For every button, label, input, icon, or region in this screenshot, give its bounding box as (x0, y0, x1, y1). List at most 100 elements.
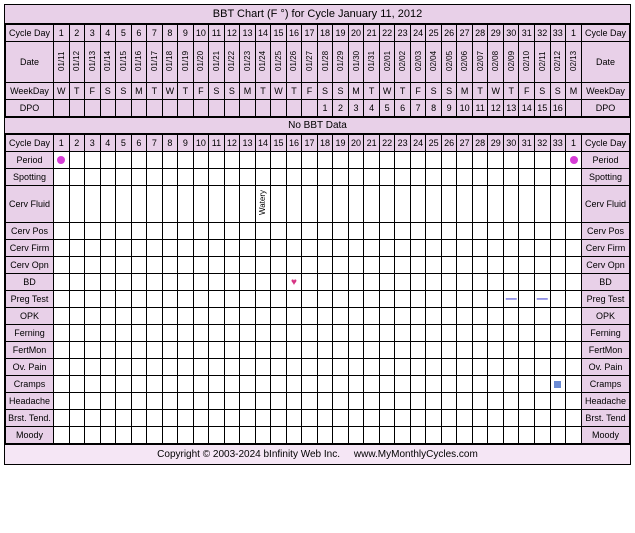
headache-cell (131, 393, 147, 410)
date-cell: 02/08 (488, 42, 504, 83)
cerv_firm-cell (271, 240, 287, 257)
cycle_day-cell: 2 (69, 135, 85, 152)
fertmon-cell (534, 342, 550, 359)
cycle_day-cell: 16 (286, 135, 302, 152)
date-cell: 01/16 (131, 42, 147, 83)
cerv_fluid-cell (209, 186, 225, 223)
brst_tend-cell (550, 410, 566, 427)
heart-icon: ♥ (291, 277, 297, 288)
weekday-cell: T (286, 83, 302, 100)
cramps-cell (85, 376, 101, 393)
spotting-cell (255, 169, 271, 186)
preg_test-cell (410, 291, 426, 308)
ferning-cell (116, 325, 132, 342)
cycle_day-cell: 28 (472, 25, 488, 42)
bd-cell (488, 274, 504, 291)
dpo-cell (162, 100, 178, 117)
opk-cell (147, 308, 163, 325)
cerv_fluid-cell: Watery (255, 186, 271, 223)
cerv_fluid-label-left: Cerv Fluid (6, 186, 54, 223)
dpo-label-left: DPO (6, 100, 54, 117)
ov_pain-cell (395, 359, 411, 376)
cycle_day-cell: 7 (147, 135, 163, 152)
cramps-label-left: Cramps (6, 376, 54, 393)
spotting-cell (503, 169, 519, 186)
cerv_opn-cell (302, 257, 318, 274)
cycle_day-cell: 24 (410, 25, 426, 42)
headache-cell (69, 393, 85, 410)
cerv_opn-cell (193, 257, 209, 274)
cycle_day-cell: 11 (209, 135, 225, 152)
bd-cell (410, 274, 426, 291)
dpo-cell (54, 100, 70, 117)
headache-cell (116, 393, 132, 410)
ferning-cell (348, 325, 364, 342)
fertmon-cell (348, 342, 364, 359)
footer-url: www.MyMonthlyCycles.com (354, 449, 478, 460)
cerv_fluid-cell (441, 186, 457, 223)
preg_test-cell (193, 291, 209, 308)
bd-cell (503, 274, 519, 291)
weekday-cell: M (566, 83, 582, 100)
cerv_fluid-cell (395, 186, 411, 223)
moody-label-left: Moody (6, 427, 54, 444)
period-label-left: Period (6, 152, 54, 169)
date-cell: 01/28 (317, 42, 333, 83)
cerv_firm-cell (550, 240, 566, 257)
cerv_pos-cell (348, 223, 364, 240)
ov_pain-cell (457, 359, 473, 376)
period-cell (302, 152, 318, 169)
weekday-cell: S (534, 83, 550, 100)
weekday-cell: F (410, 83, 426, 100)
cerv_fluid-cell (54, 186, 70, 223)
weekday-cell: T (255, 83, 271, 100)
cycle_day-cell: 5 (116, 135, 132, 152)
moody-cell (116, 427, 132, 444)
cerv_firm-cell (193, 240, 209, 257)
cramps-cell (209, 376, 225, 393)
period-cell (410, 152, 426, 169)
dpo-cell (286, 100, 302, 117)
cerv_pos-cell (395, 223, 411, 240)
ov_pain-cell (441, 359, 457, 376)
cycle_day-cell: 18 (317, 25, 333, 42)
cycle_day-cell: 3 (85, 135, 101, 152)
bd-cell (85, 274, 101, 291)
fertmon-cell (550, 342, 566, 359)
dpo-cell: 14 (519, 100, 535, 117)
opk-cell (534, 308, 550, 325)
ferning-cell (457, 325, 473, 342)
cerv_pos-cell (472, 223, 488, 240)
headache-cell (503, 393, 519, 410)
cerv_opn-cell (255, 257, 271, 274)
bd-cell (224, 274, 240, 291)
cycle_day-cell: 9 (178, 25, 194, 42)
brst_tend-cell (224, 410, 240, 427)
ov_pain-cell (147, 359, 163, 376)
cerv_pos-cell (441, 223, 457, 240)
period-cell (566, 152, 582, 169)
spotting-cell (364, 169, 380, 186)
date-cell: 02/12 (550, 42, 566, 83)
period-cell (178, 152, 194, 169)
moody-cell (54, 427, 70, 444)
weekday-cell: W (488, 83, 504, 100)
weekday-label-right: WeekDay (582, 83, 630, 100)
period-cell (519, 152, 535, 169)
cerv_firm-cell (426, 240, 442, 257)
cramps-cell (488, 376, 504, 393)
cycle_day-cell: 3 (85, 25, 101, 42)
cycle_day-cell: 19 (333, 25, 349, 42)
fertmon-cell (472, 342, 488, 359)
headache-cell (193, 393, 209, 410)
date-label-left: Date (6, 42, 54, 83)
brst_tend-cell (255, 410, 271, 427)
cycle_day-cell: 25 (426, 25, 442, 42)
moody-cell (566, 427, 582, 444)
brst_tend-cell (54, 410, 70, 427)
date-cell: 01/26 (286, 42, 302, 83)
date-cell: 01/27 (302, 42, 318, 83)
headache-cell (550, 393, 566, 410)
ov_pain-cell (550, 359, 566, 376)
preg_test-cell (147, 291, 163, 308)
